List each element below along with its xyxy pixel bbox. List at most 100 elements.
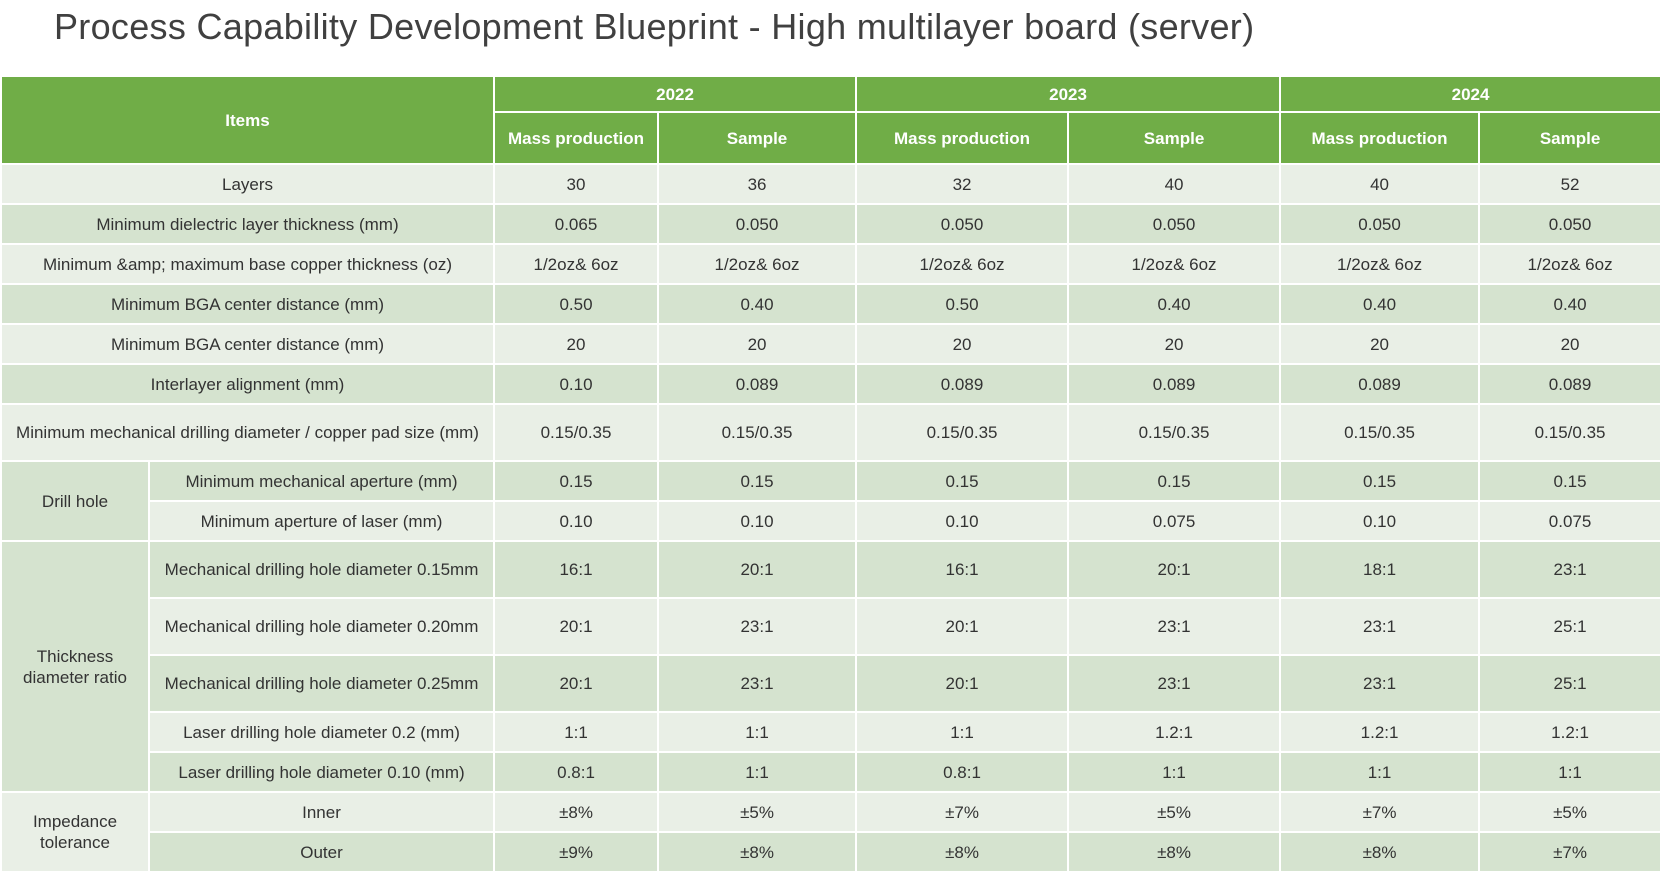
table-row: Thickness diameter ratio Mechanical dril… [0, 540, 1660, 793]
subheader-sample: Sample [1478, 111, 1660, 165]
cell: 25:1 [1478, 654, 1660, 713]
cell: 20:1 [657, 540, 858, 599]
cell: 1/2oz& 6oz [1478, 243, 1660, 285]
cell: 1.2:1 [1478, 711, 1660, 753]
row-label: Laser drilling hole diameter 0.2 (mm) [147, 711, 496, 753]
cell: ±5% [1478, 791, 1660, 833]
group-label-drill-hole: Drill hole [0, 460, 150, 542]
cell: 0.089 [855, 363, 1070, 405]
table-row: Impedance tolerance Inner ±8% ±5% ±7% ±5… [0, 791, 1660, 873]
cell: 52 [1478, 163, 1660, 205]
cell: 1:1 [657, 711, 858, 753]
cell: 23:1 [1067, 654, 1282, 713]
table-row: Laser drilling hole diameter 0.2 (mm) 1:… [1, 711, 1660, 753]
subheader-mass-production: Mass production [855, 111, 1070, 165]
group-label-impedance: Impedance tolerance [0, 791, 150, 873]
capability-table: Items 2022 2023 2024 Mass production Sam… [0, 75, 1660, 873]
cell: 1/2oz& 6oz [855, 243, 1070, 285]
cell: 0.10 [493, 363, 660, 405]
cell: ±7% [1279, 791, 1481, 833]
cell: 0.075 [1067, 500, 1282, 542]
subheader-sample: Sample [657, 111, 858, 165]
row-label: Minimum dielectric layer thickness (mm) [0, 203, 496, 245]
cell: 20:1 [855, 654, 1070, 713]
cell: 0.15/0.35 [1067, 403, 1282, 462]
cell: 0.050 [1067, 203, 1282, 245]
table-row: Minimum mechanical drilling diameter / c… [0, 403, 1660, 462]
cell: 20:1 [1067, 540, 1282, 599]
cell: 23:1 [657, 597, 858, 656]
cell: 20 [657, 323, 858, 365]
table-row: Minimum BGA center distance (mm) 20 20 2… [0, 323, 1660, 365]
cell: ±8% [1279, 831, 1481, 873]
row-label: Minimum &amp; maximum base copper thickn… [0, 243, 496, 285]
cell: 0.15 [1279, 460, 1481, 502]
row-label: Minimum BGA center distance (mm) [0, 283, 496, 325]
cell: ±9% [493, 831, 660, 873]
subheader-mass-production: Mass production [1279, 111, 1481, 165]
cell: 20 [855, 323, 1070, 365]
cell: 32 [855, 163, 1070, 205]
cell: ±5% [1067, 791, 1282, 833]
group-label-thickness-ratio: Thickness diameter ratio [0, 540, 150, 793]
cell: 1:1 [1279, 751, 1481, 793]
cell: ±8% [657, 831, 858, 873]
year-header-2024: 2024 [1279, 75, 1660, 113]
table-row: Minimum aperture of laser (mm) 0.10 0.10… [1, 500, 1660, 542]
cell: 0.40 [657, 283, 858, 325]
table-row: Interlayer alignment (mm) 0.10 0.089 0.0… [0, 363, 1660, 405]
cell: 0.15/0.35 [1279, 403, 1481, 462]
cell: 23:1 [1279, 597, 1481, 656]
cell: 0.089 [657, 363, 858, 405]
cell: 0.089 [1067, 363, 1282, 405]
table-row: Minimum BGA center distance (mm) 0.50 0.… [0, 283, 1660, 325]
cell: ±8% [855, 831, 1070, 873]
cell: 0.10 [493, 500, 660, 542]
cell: 0.10 [1279, 500, 1481, 542]
cell: ±8% [1067, 831, 1282, 873]
cell: 0.15 [1478, 460, 1660, 502]
table-row: Drill hole Minimum mechanical aperture (… [0, 460, 1660, 542]
cell: 1/2oz& 6oz [1067, 243, 1282, 285]
row-label: Laser drilling hole diameter 0.10 (mm) [147, 751, 496, 793]
cell: 0.050 [855, 203, 1070, 245]
table-row: Mechanical drilling hole diameter 0.25mm… [1, 654, 1660, 713]
cell: 16:1 [493, 540, 660, 599]
cell: ±8% [493, 791, 660, 833]
cell: 20:1 [855, 597, 1070, 656]
cell: 1.2:1 [1279, 711, 1481, 753]
cell: 20 [1279, 323, 1481, 365]
subheader-sample: Sample [1067, 111, 1282, 165]
row-label: Minimum aperture of laser (mm) [147, 500, 496, 542]
cell: 1/2oz& 6oz [657, 243, 858, 285]
cell: 1:1 [855, 711, 1070, 753]
cell: 0.15/0.35 [855, 403, 1070, 462]
row-label: Minimum mechanical aperture (mm) [147, 460, 496, 502]
cell: ±7% [855, 791, 1070, 833]
cell: 0.40 [1478, 283, 1660, 325]
cell: 23:1 [1279, 654, 1481, 713]
cell: 23:1 [1067, 597, 1282, 656]
cell: 0.50 [493, 283, 660, 325]
cell: 23:1 [1478, 540, 1660, 599]
cell: 0.40 [1279, 283, 1481, 325]
table-row: Outer ±9% ±8% ±8% ±8% ±8% ±7% [1, 831, 1660, 873]
cell: 0.15 [657, 460, 858, 502]
cell: 30 [493, 163, 660, 205]
cell: 16:1 [855, 540, 1070, 599]
cell: 0.089 [1478, 363, 1660, 405]
cell: 20 [1478, 323, 1660, 365]
year-header-2023: 2023 [855, 75, 1282, 113]
cell: 36 [657, 163, 858, 205]
cell: 20:1 [493, 597, 660, 656]
table-row: Layers 30 36 32 40 40 52 [0, 163, 1660, 205]
cell: 0.089 [1279, 363, 1481, 405]
row-label: Minimum mechanical drilling diameter / c… [0, 403, 496, 462]
cell: 0.8:1 [855, 751, 1070, 793]
year-header-2022: 2022 [493, 75, 858, 113]
cell: 0.8:1 [493, 751, 660, 793]
cell: 0.15 [855, 460, 1070, 502]
cell: 23:1 [657, 654, 858, 713]
cell: 0.050 [657, 203, 858, 245]
cell: 0.15 [493, 460, 660, 502]
